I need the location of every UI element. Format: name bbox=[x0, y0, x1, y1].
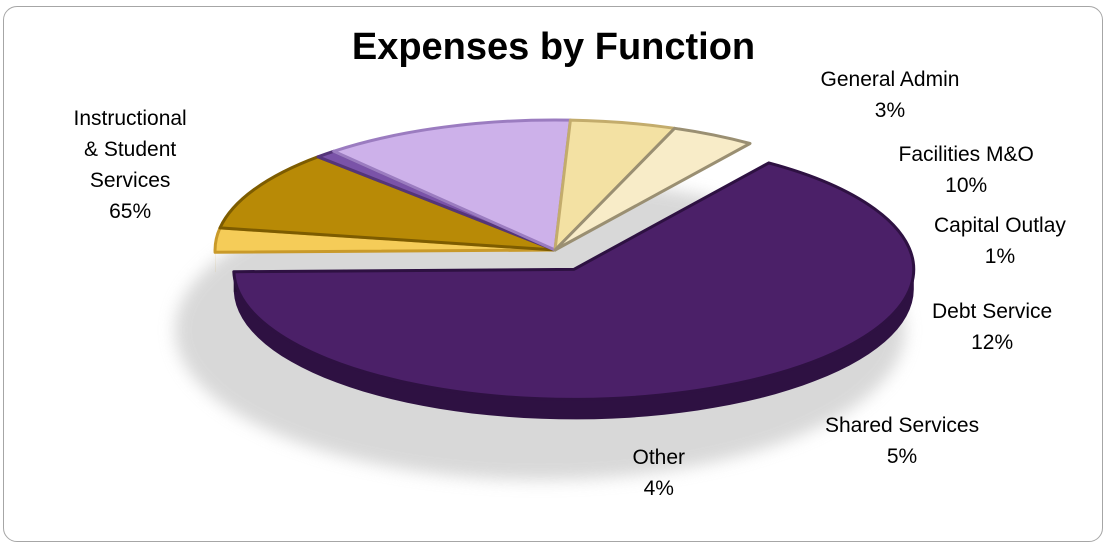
chart-title: Expenses by Function bbox=[351, 26, 756, 68]
slice-label: General Admin 3% bbox=[821, 64, 960, 126]
slice-label: Shared Services 5% bbox=[825, 410, 979, 472]
slice-value-label: 65% bbox=[109, 200, 152, 223]
slice-label: Debt Service 12% bbox=[932, 296, 1052, 358]
slice-label-name: Other bbox=[632, 446, 686, 469]
pie-slices bbox=[213, 118, 916, 401]
slice-label-name: Shared Services bbox=[825, 414, 980, 437]
slice-label-name: Services bbox=[89, 169, 171, 192]
slice-label-name: Debt Service bbox=[932, 300, 1053, 323]
slice-value-label: 1% bbox=[984, 245, 1016, 268]
slice-label-name: Facilities M&O bbox=[898, 143, 1034, 166]
slice-value-label: 5% bbox=[886, 445, 918, 468]
pie-slice bbox=[218, 155, 557, 252]
slice-label: Facilities M&O 10% bbox=[899, 139, 1034, 201]
pie-slice bbox=[232, 161, 916, 401]
slice-label-name: Capital Outlay bbox=[934, 214, 1066, 237]
slice-label-name: Instructional bbox=[73, 107, 187, 130]
slice-label: Capital Outlay 1% bbox=[934, 210, 1066, 272]
slice-label: Other 4% bbox=[633, 442, 686, 504]
slice-value-label: 12% bbox=[971, 331, 1014, 354]
pie-slice bbox=[553, 126, 752, 252]
slice-value-label: 4% bbox=[643, 477, 674, 500]
pie-slice bbox=[332, 118, 572, 252]
slice-label-name: & Student bbox=[84, 138, 177, 161]
slice-value-label: 3% bbox=[874, 99, 906, 122]
slice-label: Instructional & Student Services 65% bbox=[74, 103, 187, 227]
slice-value-label: 10% bbox=[945, 174, 988, 197]
slice-label-name: General Admin bbox=[820, 68, 960, 91]
